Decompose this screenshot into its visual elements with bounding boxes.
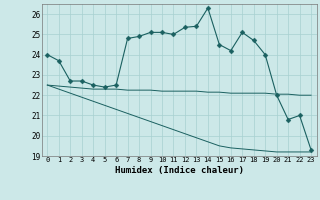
X-axis label: Humidex (Indice chaleur): Humidex (Indice chaleur) (115, 166, 244, 175)
